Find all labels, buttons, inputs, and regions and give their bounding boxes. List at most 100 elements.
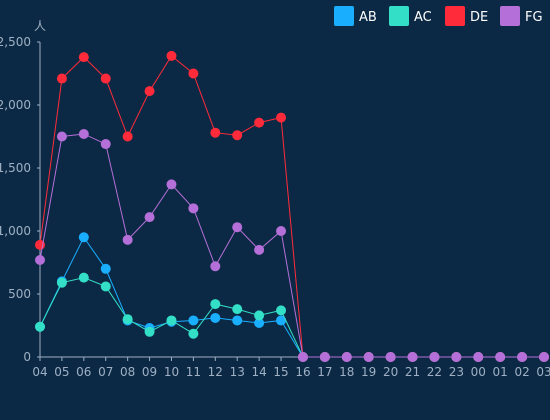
x-tick-label: 18 xyxy=(339,365,354,379)
data-point-fg xyxy=(78,128,89,139)
x-tick-label: 20 xyxy=(383,365,398,379)
data-point-fg xyxy=(254,244,265,255)
data-point-de xyxy=(188,68,199,79)
x-tick-label: 06 xyxy=(76,365,91,379)
series-layer xyxy=(35,50,549,362)
x-tick-label: 10 xyxy=(164,365,179,379)
legend-label-ac: AC xyxy=(414,10,432,25)
x-tick-label: 04 xyxy=(32,365,47,379)
data-point-ab xyxy=(100,263,111,274)
x-tick-label: 15 xyxy=(273,365,288,379)
data-point-de xyxy=(232,130,243,141)
data-point-ac xyxy=(210,299,221,310)
legend-label-de: DE xyxy=(470,10,488,25)
y-axis-unit: 人 xyxy=(34,19,46,33)
data-point-ab xyxy=(254,317,265,328)
legend-swatch-fg xyxy=(500,6,520,26)
data-point-de xyxy=(78,52,89,63)
y-tick-label: 0 xyxy=(23,350,31,364)
data-point-fg xyxy=(363,352,374,362)
data-point-fg xyxy=(473,352,484,362)
legend-swatch-ac xyxy=(389,6,409,26)
data-point-fg xyxy=(517,352,528,362)
x-tick-label: 19 xyxy=(361,365,376,379)
data-point-ac xyxy=(100,281,111,292)
axes-layer: 人 0 500 1,000 1,500 2,000 2,500 04 05 06 07 08 09 10 1… xyxy=(0,19,550,379)
data-point-ac xyxy=(254,310,265,321)
data-point-fg xyxy=(56,131,67,142)
legend-layer: AB AC DE FG xyxy=(334,6,543,26)
data-point-de xyxy=(166,50,177,61)
data-point-fg xyxy=(210,261,221,272)
y-tick-label: 2,000 xyxy=(0,98,31,112)
series-line-ac xyxy=(39,277,544,358)
legend-label-ab: AB xyxy=(359,10,377,25)
x-tick-label: 22 xyxy=(427,365,442,379)
x-tick-label: 00 xyxy=(471,365,486,379)
data-point-de xyxy=(254,117,265,128)
data-point-fg xyxy=(35,254,45,265)
data-point-fg xyxy=(166,179,177,190)
data-point-ab xyxy=(232,315,243,326)
y-tick-label: 500 xyxy=(8,287,31,301)
series-line-fg xyxy=(39,133,544,358)
data-point-fg xyxy=(144,212,155,223)
data-point-ac xyxy=(188,328,199,339)
data-point-de xyxy=(56,73,67,84)
series-line-ab xyxy=(39,236,544,358)
data-point-de xyxy=(144,86,155,97)
data-point-de xyxy=(100,73,111,84)
legend-swatch-ab xyxy=(334,6,354,26)
y-tick-label: 1,500 xyxy=(0,161,31,175)
data-point-ac xyxy=(35,321,45,332)
data-point-fg xyxy=(188,203,199,214)
data-point-ac xyxy=(144,326,155,337)
y-tick-label: 2,500 xyxy=(0,35,31,49)
x-tick-label: 12 xyxy=(208,365,223,379)
data-point-ab xyxy=(210,312,221,323)
data-point-ac xyxy=(78,272,89,283)
data-point-ac xyxy=(232,304,243,315)
x-tick-label: 21 xyxy=(405,365,420,379)
data-point-ac xyxy=(166,315,177,326)
legend-swatch-de xyxy=(445,6,465,26)
data-point-ab xyxy=(188,315,199,326)
data-point-de xyxy=(210,127,221,138)
legend-item-ab: AB xyxy=(334,6,377,26)
legend-item-de: DE xyxy=(445,6,488,26)
legend-item-fg: FG xyxy=(500,6,543,26)
x-tick-label: 14 xyxy=(251,365,266,379)
data-point-fg xyxy=(407,352,418,362)
legend-item-ac: AC xyxy=(389,6,432,26)
data-point-fg xyxy=(429,352,440,362)
x-tick-label: 17 xyxy=(317,365,332,379)
data-point-de xyxy=(276,112,287,123)
data-point-ab xyxy=(78,232,89,243)
data-point-fg xyxy=(451,352,462,362)
x-tick-label: 09 xyxy=(142,365,157,379)
data-point-fg xyxy=(385,352,396,362)
x-tick-label: 13 xyxy=(230,365,245,379)
data-point-fg xyxy=(297,352,308,362)
data-point-ac xyxy=(122,314,133,325)
data-point-fg xyxy=(122,234,133,245)
x-tick-label: 23 xyxy=(449,365,464,379)
x-tick-label: 05 xyxy=(54,365,69,379)
data-point-ac xyxy=(56,277,67,288)
x-tick-label: 07 xyxy=(98,365,113,379)
data-point-fg xyxy=(100,139,111,150)
x-tick-label: 02 xyxy=(514,365,529,379)
data-point-ab xyxy=(276,315,287,326)
data-point-fg xyxy=(341,352,352,362)
data-point-fg xyxy=(276,226,287,236)
y-tick-label: 1,000 xyxy=(0,224,31,238)
x-tick-label: 16 xyxy=(295,365,310,379)
series-line-de xyxy=(39,55,544,358)
x-tick-label: 08 xyxy=(120,365,135,379)
data-point-fg xyxy=(495,352,506,362)
x-tick-label: 03 xyxy=(536,365,550,379)
data-point-ac xyxy=(276,305,287,316)
x-tick-label: 11 xyxy=(186,365,201,379)
